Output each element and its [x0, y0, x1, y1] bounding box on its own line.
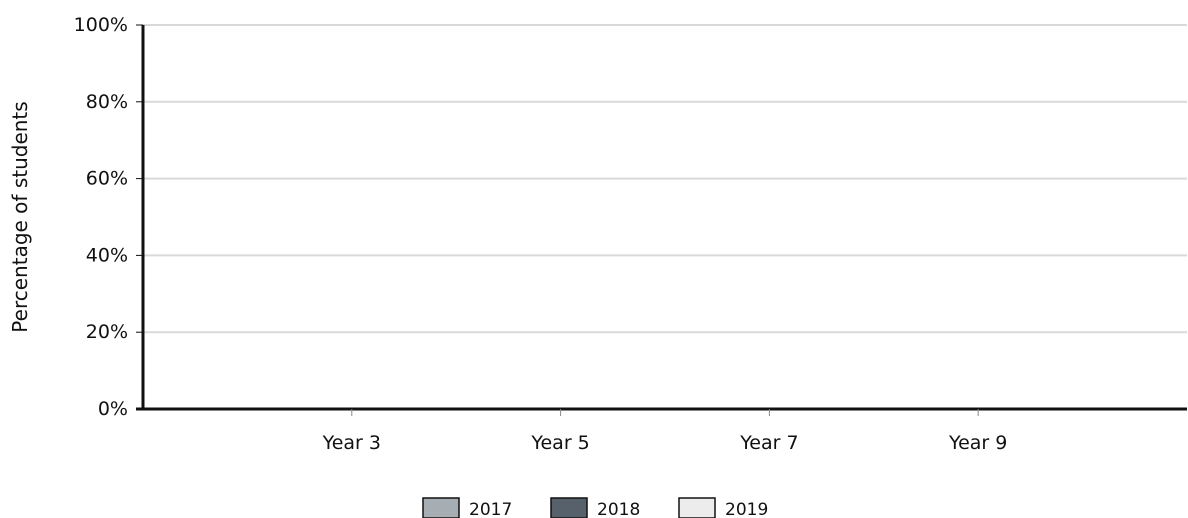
legend-label: 2018 [597, 500, 640, 518]
y-tick-label: 40% [86, 244, 128, 266]
x-tick-label: Year 9 [948, 432, 1007, 454]
legend-item: 2017 [422, 497, 512, 518]
legend-label: 2019 [725, 500, 768, 518]
legend-swatch [422, 497, 460, 518]
y-tick-label: 0% [98, 398, 128, 420]
y-tick-label: 20% [86, 321, 128, 343]
y-axis-title: Percentage of students [8, 101, 32, 332]
y-tick-label: 100% [74, 14, 128, 36]
legend-swatch [678, 497, 716, 518]
x-tick-label: Year 5 [530, 432, 589, 454]
y-tick-labels: 0% 20% 40% 60% 80% 100% [74, 14, 143, 420]
x-tick-label: Year 3 [322, 432, 381, 454]
x-tick-labels: Year 3 Year 5 Year 7 Year 9 [322, 409, 1007, 454]
y-tick-label: 60% [86, 168, 128, 190]
legend: 2017 2018 2019 [422, 497, 768, 518]
legend-item: 2018 [550, 497, 640, 518]
y-tick-label: 80% [86, 91, 128, 113]
x-tick-label: Year 7 [739, 432, 798, 454]
legend-label: 2017 [469, 500, 512, 518]
legend-swatch [550, 497, 588, 518]
legend-item: 2019 [678, 497, 768, 518]
gridlines [143, 24, 1187, 334]
axes [136, 25, 1187, 411]
